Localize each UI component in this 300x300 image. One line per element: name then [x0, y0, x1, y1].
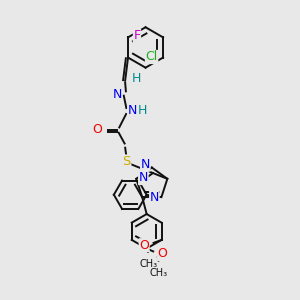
Text: CH₃: CH₃	[149, 268, 168, 278]
Text: F: F	[134, 29, 140, 42]
Text: N: N	[112, 88, 122, 100]
Text: H: H	[138, 104, 147, 117]
Text: N: N	[139, 171, 148, 184]
Text: O: O	[158, 248, 167, 260]
Text: N: N	[150, 191, 159, 204]
Text: O: O	[93, 123, 103, 136]
Text: S: S	[122, 155, 131, 168]
Text: N: N	[128, 104, 137, 117]
Text: H: H	[132, 72, 141, 85]
Text: CH₃: CH₃	[139, 259, 157, 269]
Text: O: O	[139, 239, 149, 252]
Text: Cl: Cl	[146, 50, 158, 64]
Text: N: N	[141, 158, 150, 171]
